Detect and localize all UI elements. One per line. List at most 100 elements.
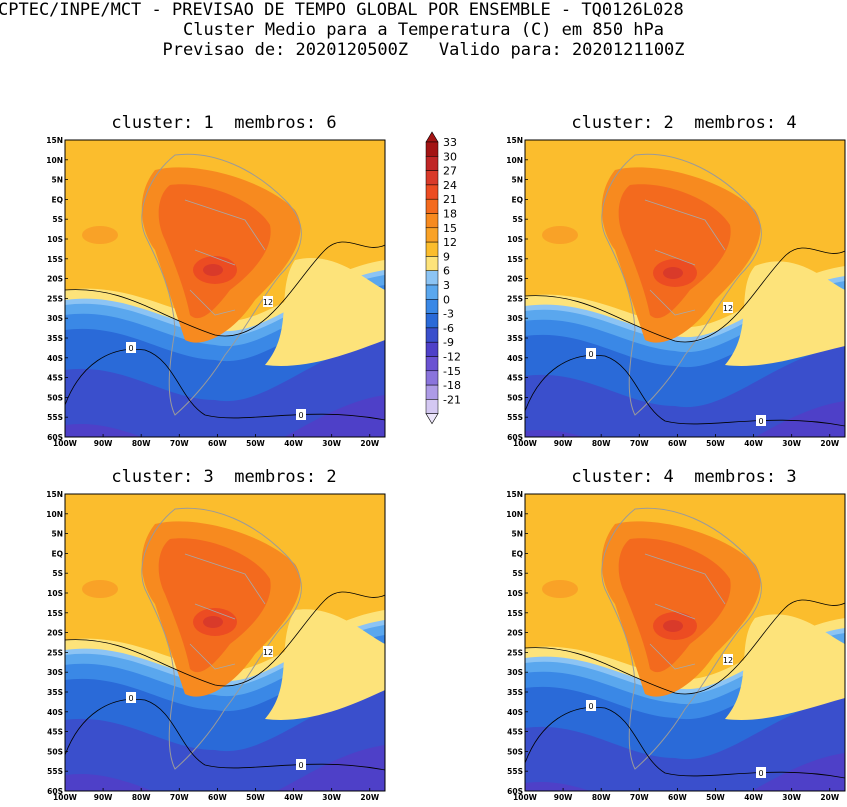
field-minus6-band [525, 401, 845, 437]
contour-label: 0 [128, 344, 133, 353]
map-panel-4: cluster: 4 membros: 3 0 12 0 15N 10N 5N EQ 5S 10… [506, 467, 846, 802]
lat-label: 15S [47, 609, 63, 618]
colorbar-swatch [425, 141, 439, 157]
colorbar-swatch [425, 270, 439, 286]
colorbar-swatch [425, 384, 439, 400]
country-border [184, 553, 266, 605]
coastline [141, 507, 302, 770]
field-minus6-band [65, 395, 385, 437]
cluster-label: cluster: [111, 467, 194, 487]
field-30-spot [203, 264, 223, 276]
lat-label: 45S [47, 728, 63, 737]
colorbar-max-arrow [425, 131, 439, 143]
colorbar-level-label: 12 [443, 236, 457, 249]
colorbar-swatch [425, 184, 439, 200]
lon-label: 70W [170, 793, 189, 802]
lat-label: 30S [507, 314, 523, 323]
contour-label: 0 [758, 417, 763, 426]
field-12-tongue [725, 614, 845, 720]
country-border [654, 249, 696, 266]
contour-12 [525, 599, 845, 695]
colorbar-level-label: 27 [443, 165, 457, 178]
contour-label: 12 [723, 656, 733, 665]
lat-label: EQ [512, 195, 524, 204]
lon-label: 50W [706, 439, 725, 448]
lat-label: 10S [47, 589, 63, 598]
colorbar-swatch [425, 227, 439, 243]
map-panel-3: cluster: 3 membros: 2 0 12 0 15N 10N 5N EQ 5S 10… [46, 467, 386, 802]
header-line-1: CPTEC/INPE/MCT - PREVISAO DE TEMPO GLOBA… [0, 0, 684, 20]
membros-number: 3 [786, 467, 797, 487]
map-area: 0 12 0 [524, 139, 846, 438]
contour-label-box [126, 692, 136, 703]
map-frame [64, 493, 386, 792]
lat-label: 45S [507, 374, 523, 383]
lat-label: 20S [507, 629, 523, 638]
colorbar-swatch [425, 327, 439, 343]
lon-label: 50W [246, 439, 265, 448]
map-area: 0 12 0 [64, 139, 386, 438]
membros-number: 4 [786, 113, 797, 133]
temperature-map: 0 12 0 15N 10N 5N EQ 5S 10S 15S 20S 25S 30S 35S 40S 45S… [506, 490, 846, 802]
lat-label: 5S [52, 215, 63, 224]
lon-label: 60W [668, 439, 687, 448]
lon-label: 60W [208, 793, 227, 802]
lon-label: 50W [246, 793, 265, 802]
field-18-eddy [542, 580, 578, 598]
lon-label: 90W [94, 439, 113, 448]
contour-12 [65, 241, 385, 337]
lon-label: 40W [284, 793, 303, 802]
colorbar-swatch [425, 356, 439, 372]
membros-label: membros: [234, 467, 317, 487]
valid-date: 2020121100Z [571, 40, 685, 60]
colorbar-swatch [425, 170, 439, 186]
contour-0 [65, 698, 385, 771]
colorbar-level-label: 3 [443, 279, 450, 292]
field-12-tongue [265, 257, 385, 366]
lon-label: 60W [668, 793, 687, 802]
lat-label: 5N [52, 530, 64, 539]
lat-label: 15N [46, 136, 63, 145]
lat-label: 5S [512, 215, 523, 224]
lat-label: 60S [47, 787, 63, 796]
membros-label: membros: [234, 113, 317, 133]
lat-label: 5S [52, 569, 63, 578]
field-minus3-band [525, 346, 845, 437]
contour-label: 0 [128, 694, 133, 703]
lat-label: 40S [507, 708, 523, 717]
field-18-eddy [82, 226, 118, 244]
colorbar-swatch [425, 156, 439, 171]
contour-12 [525, 247, 845, 343]
contour-label: 12 [263, 298, 273, 307]
contour-label-box [296, 759, 306, 770]
lon-label: 40W [284, 439, 303, 448]
country-border [194, 603, 236, 620]
temperature-map: 0 12 0 15N 10N 5N EQ 5S 10S 15S 20S 25S 30S 35S 40S 45S… [46, 136, 386, 448]
lat-label: 15S [507, 255, 523, 264]
lat-label: 10S [507, 235, 523, 244]
contour-12 [65, 591, 385, 687]
lat-label: 50S [47, 393, 63, 402]
lat-label: 50S [507, 747, 523, 756]
map-frame [524, 139, 846, 438]
lat-label: 60S [47, 433, 63, 442]
membros-label: membros: [694, 113, 777, 133]
country-border [644, 199, 726, 251]
lat-label: 15N [506, 490, 523, 499]
lon-label: 100W [53, 439, 78, 448]
lat-label: 15S [47, 255, 63, 264]
lat-label: 20S [47, 275, 63, 284]
colorbar-level-label: 15 [443, 222, 457, 235]
lat-label: 55S [47, 767, 63, 776]
lat-label: 55S [47, 413, 63, 422]
lon-label: 30W [782, 793, 801, 802]
lon-label: 50W [706, 793, 725, 802]
lat-label: 45S [47, 374, 63, 383]
field-minus6-band [525, 753, 845, 791]
lat-label: 10S [507, 589, 523, 598]
colorbar-level-label: 6 [443, 265, 450, 278]
colorbar-level-label: 30 [443, 150, 457, 163]
lat-label: 20S [507, 275, 523, 284]
lat-label: 55S [507, 413, 523, 422]
colorbar-level-label: -12 [443, 351, 461, 364]
